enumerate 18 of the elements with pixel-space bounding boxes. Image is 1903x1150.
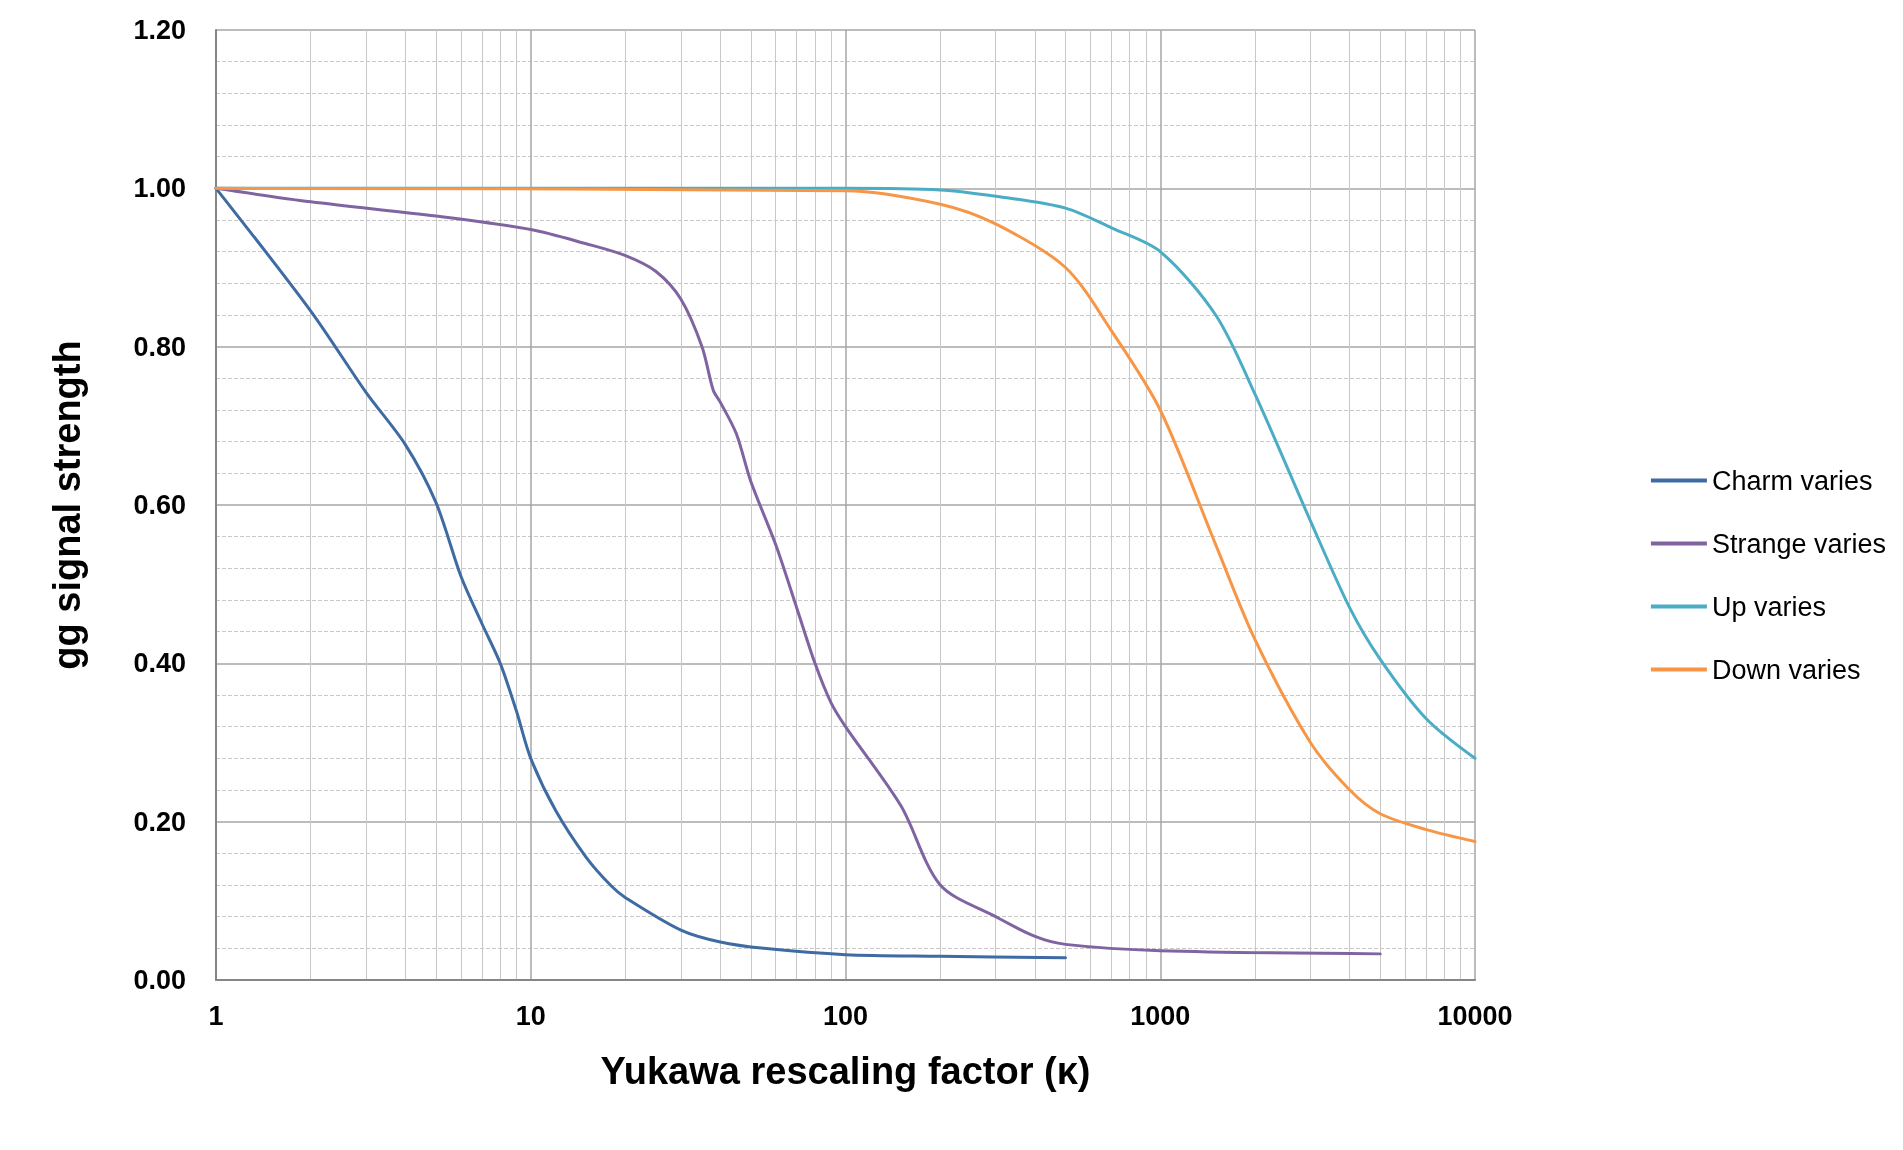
x-tick-label: 10 <box>515 1000 546 1031</box>
y-tick-label: 1.20 <box>133 15 186 45</box>
x-axis-title: Yukawa rescaling factor (κ) <box>600 1050 1091 1092</box>
legend-label: Strange varies <box>1711 528 1886 559</box>
legend-label: Charm varies <box>1711 465 1873 496</box>
x-tick-label: 1000 <box>1130 1000 1191 1031</box>
y-tick-label: 0.20 <box>133 806 186 837</box>
x-tick-label: 10000 <box>1437 1000 1513 1031</box>
legend-label: Down varies <box>1711 654 1861 685</box>
y-tick-label: 1.00 <box>133 173 186 204</box>
x-tick-label: 100 <box>822 1000 869 1031</box>
y-tick-label: 0.80 <box>133 331 186 362</box>
y-axis-title: gg signal strength <box>46 340 88 670</box>
x-tick-label: 1 <box>208 1000 224 1031</box>
legend-label: Up varies <box>1711 591 1826 622</box>
y-tick-label: 0.60 <box>133 490 186 520</box>
y-tick-label: 0.00 <box>133 965 186 995</box>
y-tick-label: 0.40 <box>133 648 186 679</box>
